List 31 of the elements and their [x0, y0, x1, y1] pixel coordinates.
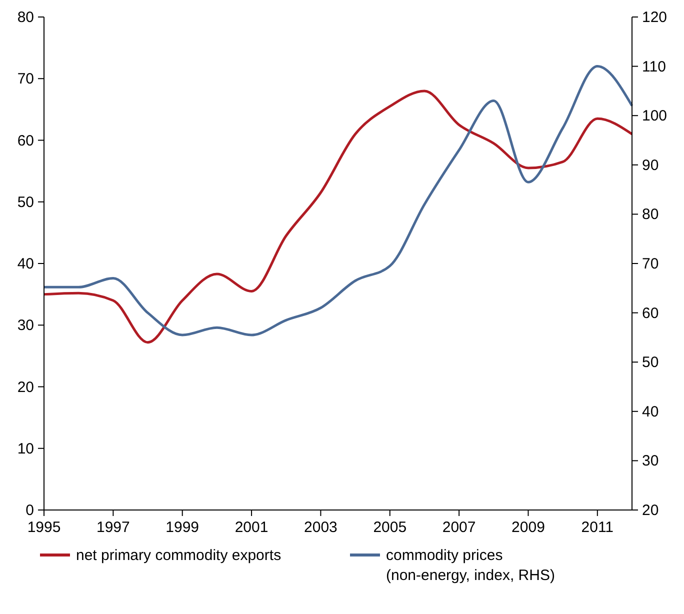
y2-tick-label: 120: [642, 9, 668, 26]
x-tick-label: 2007: [442, 519, 476, 536]
x-tick-label: 2009: [512, 519, 545, 536]
y-tick-label: 80: [17, 9, 34, 26]
x-tick-label: 2003: [304, 519, 338, 536]
y-tick-label: 40: [17, 256, 34, 272]
y2-tick-label: 100: [642, 108, 668, 125]
y2-tick-label: 80: [642, 206, 659, 224]
legend-label: commodity prices (non-energy, index, RHS): [386, 547, 555, 584]
x-tick-label: 2001: [234, 519, 268, 536]
x-tick-label: 2005: [373, 519, 407, 536]
y-tick-label: 30: [17, 317, 34, 334]
y2-tick-label: 110: [642, 58, 666, 76]
y-tick-label: 50: [17, 194, 34, 211]
y-tick-label: 70: [17, 70, 34, 88]
x-tick-label: 1997: [96, 519, 130, 536]
x-tick-label: 2011: [581, 519, 614, 536]
legend-label: net primary commodity exports: [76, 547, 282, 564]
y2-tick-label: 30: [642, 452, 659, 470]
y-tick-label: 60: [17, 132, 34, 150]
x-tick-label: 1995: [27, 519, 61, 536]
y2-tick-label: 20: [642, 502, 659, 519]
x-tick-label: 1999: [166, 519, 200, 536]
y2-tick-label: 70: [642, 256, 659, 272]
y-tick-label: 20: [17, 378, 34, 396]
y-tick-label: 0: [26, 502, 34, 519]
y2-tick-label: 60: [642, 304, 659, 322]
y-tick-label: 10: [17, 440, 34, 458]
y2-tick-label: 40: [642, 403, 659, 420]
y2-tick-label: 90: [642, 156, 659, 174]
y2-tick-label: 50: [642, 354, 659, 372]
